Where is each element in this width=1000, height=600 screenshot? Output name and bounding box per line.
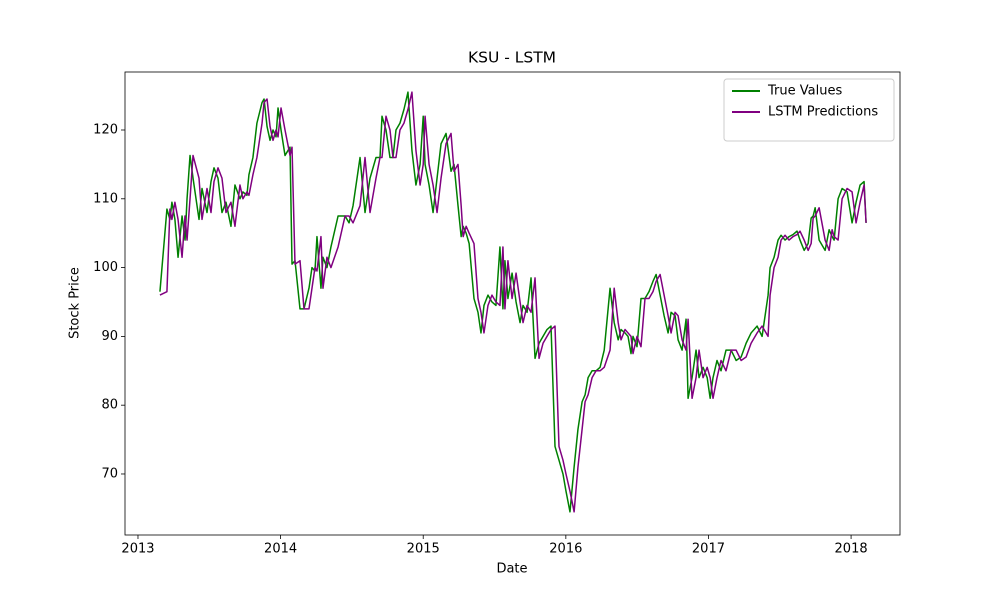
x-tick-label: 2016 <box>549 542 582 557</box>
x-tick-label: 2015 <box>407 542 440 557</box>
legend-box <box>723 78 895 142</box>
x-tick-label: 2014 <box>264 542 297 557</box>
y-tick-label: 90 <box>101 329 118 344</box>
y-tick-label: 80 <box>101 398 118 413</box>
x-tick-label: 2018 <box>835 542 868 557</box>
legend-label: True Values <box>767 84 842 99</box>
y-tick-label: 70 <box>101 466 118 481</box>
x-tick-label: 2013 <box>121 542 154 557</box>
x-tick-label: 2017 <box>692 542 725 557</box>
y-axis-label: Stock Price <box>68 267 83 339</box>
line-series <box>159 91 867 513</box>
chart-title: KSU - LSTM <box>468 49 556 67</box>
legend: True Values LSTM Predictions <box>723 78 895 142</box>
legend-label: LSTM Predictions <box>768 105 878 120</box>
plot-frame <box>124 71 901 536</box>
x-axis-label: Date <box>496 562 527 577</box>
line-series <box>159 91 867 513</box>
y-tick-label: 120 <box>93 122 118 137</box>
y-tick-label: 100 <box>93 260 118 275</box>
y-tick-label: 110 <box>93 191 118 206</box>
